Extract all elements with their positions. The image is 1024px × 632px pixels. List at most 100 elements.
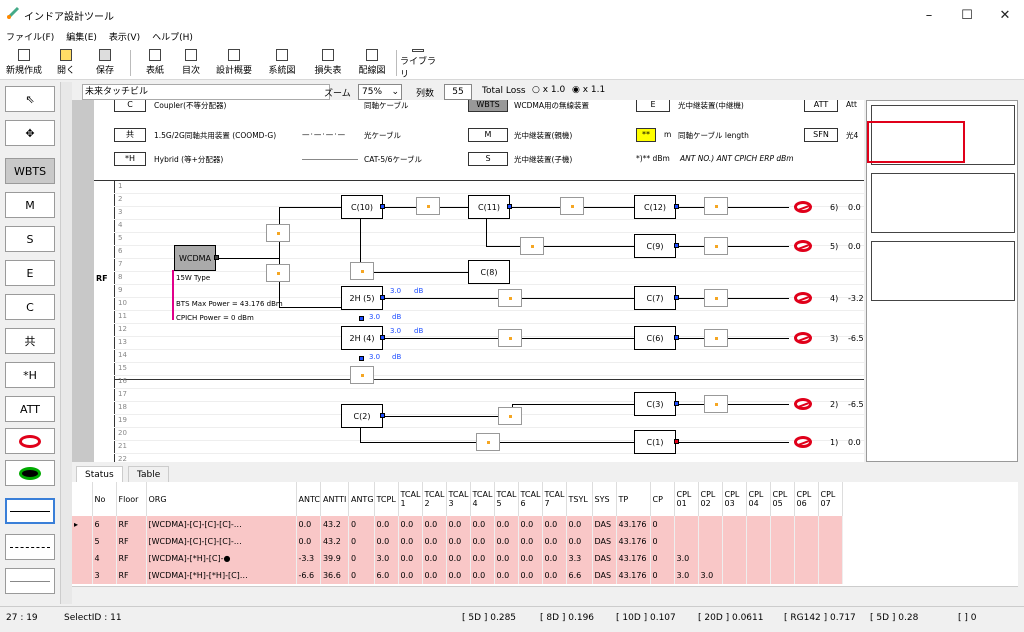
node-c2[interactable]: C(2) xyxy=(341,404,383,428)
column-header[interactable]: CPL 05 xyxy=(770,482,795,516)
minimize-button[interactable]: – xyxy=(925,7,933,23)
table-row[interactable]: 4 RF [WCDMA]-[*H]-[C]-● -3.3 39.9 0 3.0 0.0 0.0 0… xyxy=(72,550,843,567)
node-c6[interactable]: C(6) xyxy=(634,326,676,350)
column-header[interactable]: CPL 04 xyxy=(746,482,771,516)
palette-e[interactable]: E xyxy=(5,260,55,286)
palette-antenna-green[interactable] xyxy=(5,460,55,486)
zoom-select[interactable]: 75% ⌄ xyxy=(358,84,402,100)
row-selector[interactable]: ▸ xyxy=(72,516,93,533)
table-horizontal-scrollbar[interactable] xyxy=(72,586,1018,600)
node-c11[interactable]: C(11) xyxy=(468,195,510,219)
antenna-icon[interactable] xyxy=(794,201,812,213)
palette-optical-line[interactable] xyxy=(5,534,55,560)
column-header[interactable]: TCPL xyxy=(374,482,399,516)
close-button[interactable]: ✕ xyxy=(999,7,1011,23)
table-row[interactable]: 5 RF [WCDMA]-[C]-[C]-[C]-… 0.0 43.2 0 0.0 0.0 0.… xyxy=(72,533,843,550)
node-c1[interactable]: C(1) xyxy=(634,430,676,454)
palette-kyo[interactable]: 共 xyxy=(5,328,55,354)
antenna-icon[interactable] xyxy=(794,436,812,448)
move-tool[interactable]: ✥ xyxy=(5,120,55,146)
node-c10[interactable]: C(10) xyxy=(341,195,383,219)
pointer-tool[interactable]: ⇖ xyxy=(5,86,55,112)
menu-view[interactable]: 表示(V) xyxy=(108,33,141,43)
column-header[interactable]: TSYL xyxy=(566,482,593,516)
column-header[interactable]: TCAL 1 xyxy=(398,482,423,516)
node-c8[interactable]: C(8) xyxy=(468,260,510,284)
row-number: 13 xyxy=(118,338,127,346)
save-button[interactable]: 保存 xyxy=(90,46,120,80)
antenna-icon[interactable] xyxy=(794,332,812,344)
table-row[interactable]: 3 RF [WCDMA]-[*H]-[*H]-[C]… -6.6 36.6 0 6.0 0.0… xyxy=(72,567,843,584)
column-header[interactable]: CPL 03 xyxy=(722,482,747,516)
row-selector[interactable] xyxy=(72,533,93,550)
column-header[interactable]: TP xyxy=(616,482,651,516)
palette-cat-line[interactable] xyxy=(5,568,55,594)
column-header[interactable]: TCAL 2 xyxy=(422,482,447,516)
palette-m[interactable]: M xyxy=(5,192,55,218)
palette-c[interactable]: C xyxy=(5,294,55,320)
palette-antenna[interactable] xyxy=(5,428,55,454)
antenna-icon[interactable] xyxy=(794,398,812,410)
palette-att[interactable]: ATT xyxy=(5,396,55,422)
tab-status[interactable]: Status xyxy=(76,466,123,482)
new-button[interactable]: 新規作成 xyxy=(2,46,46,80)
column-header[interactable]: Floor xyxy=(116,482,147,516)
column-header[interactable]: TCAL 4 xyxy=(470,482,495,516)
column-header[interactable]: CPL 07 xyxy=(818,482,843,516)
palette-wbts[interactable]: WBTS xyxy=(5,158,55,184)
minimap-viewport[interactable] xyxy=(867,121,965,163)
node-c7[interactable]: C(7) xyxy=(634,286,676,310)
toc-button[interactable]: 目次 xyxy=(176,46,206,80)
wiring-diagram-button[interactable]: 配線図 xyxy=(352,46,392,80)
node-c9[interactable]: C(9) xyxy=(634,234,676,258)
column-header[interactable]: CPL 06 xyxy=(794,482,819,516)
menu-help[interactable]: ヘルプ(H) xyxy=(152,33,193,43)
palette-scrollbar[interactable] xyxy=(60,82,72,604)
node-c12[interactable]: C(12) xyxy=(634,195,676,219)
palette-hybrid[interactable]: *H xyxy=(5,362,55,388)
column-header[interactable]: CPL 02 xyxy=(698,482,723,516)
menu-edit[interactable]: 編集(E) xyxy=(66,33,97,43)
column-header[interactable]: No xyxy=(92,482,117,516)
columns-input[interactable]: 55 xyxy=(444,84,472,100)
loss-table-button[interactable]: 損失表 xyxy=(308,46,348,80)
column-header[interactable]: TCAL 6 xyxy=(518,482,543,516)
maximize-button[interactable]: ☐ xyxy=(961,7,973,23)
column-header[interactable]: CP xyxy=(650,482,675,516)
antenna-icon[interactable] xyxy=(794,292,812,304)
column-header[interactable]: TCAL 5 xyxy=(494,482,519,516)
node-c3[interactable]: C(3) xyxy=(634,392,676,416)
table-cell xyxy=(818,516,843,533)
tab-table[interactable]: Table xyxy=(128,466,170,482)
column-header[interactable]: ANTC xyxy=(296,482,321,516)
table-row[interactable]: ▸ 6 RF [WCDMA]-[C]-[C]-[C]-… 0.0 43.2 0 0.0 0.0 0… xyxy=(72,516,843,533)
node-2h4[interactable]: 2H (4) xyxy=(341,326,383,350)
diagram-canvas[interactable]: C Coupler(不等分配器) 同軸ケーブル WBTS WCDMA用の無線装置… xyxy=(94,100,864,462)
column-header[interactable]: ANTTI xyxy=(320,482,349,516)
column-header[interactable]: CPL 01 xyxy=(674,482,699,516)
new-file-icon xyxy=(18,49,30,61)
antenna-icon[interactable] xyxy=(794,240,812,252)
row-selector[interactable] xyxy=(72,567,93,584)
column-header[interactable]: TCAL 3 xyxy=(446,482,471,516)
column-header[interactable]: TCAL 7 xyxy=(542,482,567,516)
column-header[interactable]: ANTG xyxy=(348,482,375,516)
column-header[interactable]: ORG xyxy=(146,482,297,516)
row-selector[interactable] xyxy=(72,550,93,567)
wcdma-node[interactable]: WCDMA xyxy=(174,245,216,271)
minimap[interactable] xyxy=(866,100,1018,462)
menu-file[interactable]: ファイル(F) xyxy=(6,33,55,43)
library-button[interactable]: ライブラリ xyxy=(400,46,436,80)
palette-coax-line[interactable] xyxy=(5,498,55,524)
node-2h5[interactable]: 2H (5) xyxy=(341,286,383,310)
column-header[interactable]: SYS xyxy=(592,482,617,516)
radio-x10[interactable]: ○ x 1.0 xyxy=(532,85,566,95)
project-name-field[interactable]: 未来タッチビル xyxy=(82,84,330,100)
palette-s[interactable]: S xyxy=(5,226,55,252)
cover-button[interactable]: 表紙 xyxy=(140,46,170,80)
system-diagram-button[interactable]: 系統図 xyxy=(262,46,302,80)
open-button[interactable]: 開く xyxy=(52,46,80,80)
radio-x11[interactable]: ◉ x 1.1 xyxy=(572,85,606,95)
overview-button[interactable]: 設計概要 xyxy=(212,46,256,80)
